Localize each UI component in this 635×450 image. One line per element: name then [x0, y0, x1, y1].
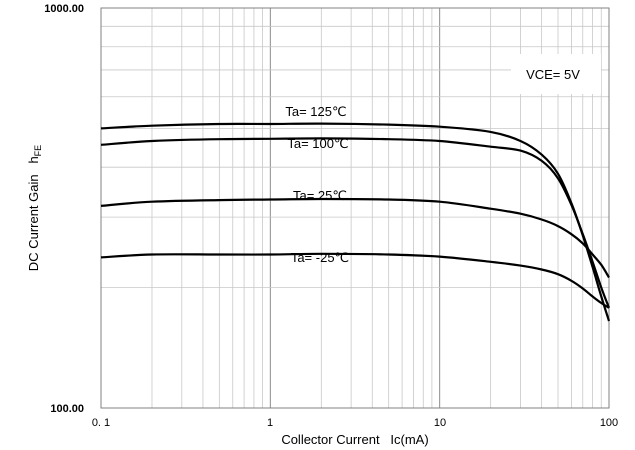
y-axis-title-subscript: FE: [33, 145, 43, 157]
plot-frame: [100, 7, 610, 409]
series-line-0: [100, 122, 611, 322]
series-label-25: Ta= 25℃: [293, 188, 347, 203]
x-tick-label: 100: [600, 417, 618, 429]
series-line-1: [100, 137, 611, 309]
series-label-100: Ta= 100℃: [287, 136, 348, 151]
grid: [101, 8, 609, 408]
series-label-125: Ta= 125℃: [285, 104, 346, 119]
series-label-neg25: Ta= -25℃: [291, 250, 349, 265]
x-tick-label: 10: [434, 417, 446, 429]
y-axis-title-main: DC Current Gain h: [26, 156, 41, 271]
series-line-2: [100, 197, 610, 279]
x-axis-title: Collector Current Ic(mA): [281, 432, 428, 447]
y-tick-label: 100.00: [50, 403, 84, 415]
y-tick-label: 1000.00: [44, 3, 84, 15]
vce-annotation: VCE= 5V: [526, 67, 580, 82]
series-line-3: [100, 252, 610, 309]
y-axis-title: DC Current Gain hFE: [26, 145, 43, 271]
x-tick-label: 1: [267, 417, 273, 429]
x-tick-label: 0. 1: [92, 417, 110, 429]
annotation-box: [511, 54, 601, 94]
curves: [100, 122, 611, 322]
